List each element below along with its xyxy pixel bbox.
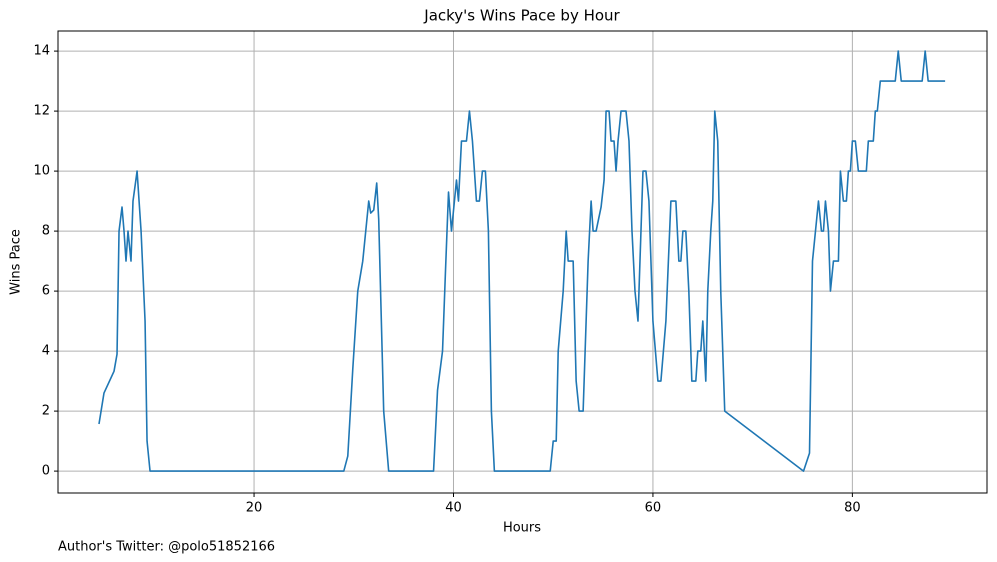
plot-frame xyxy=(57,30,988,494)
data-line xyxy=(98,50,946,472)
y-tick-label: 2 xyxy=(42,404,50,419)
y-tick-label: 12 xyxy=(33,104,50,119)
y-tick-label: 8 xyxy=(42,224,50,239)
chart-title: Jacky's Wins Pace by Hour xyxy=(423,7,620,25)
x-tick-label: 80 xyxy=(844,501,861,516)
y-tick-label: 4 xyxy=(42,344,50,359)
x-tick-label: 40 xyxy=(445,501,462,516)
y-tick-label: 14 xyxy=(33,44,50,59)
x-tick-label: 60 xyxy=(645,501,662,516)
y-tick-label: 0 xyxy=(42,464,50,479)
y-axis-label: Wins Pace xyxy=(9,229,24,295)
y-tick-label: 6 xyxy=(42,284,50,299)
x-axis-label: Hours xyxy=(503,521,541,536)
footnote: Author's Twitter: @polo51852166 xyxy=(58,540,275,555)
x-tick-label: 20 xyxy=(246,501,263,516)
y-tick-label: 10 xyxy=(33,164,50,179)
